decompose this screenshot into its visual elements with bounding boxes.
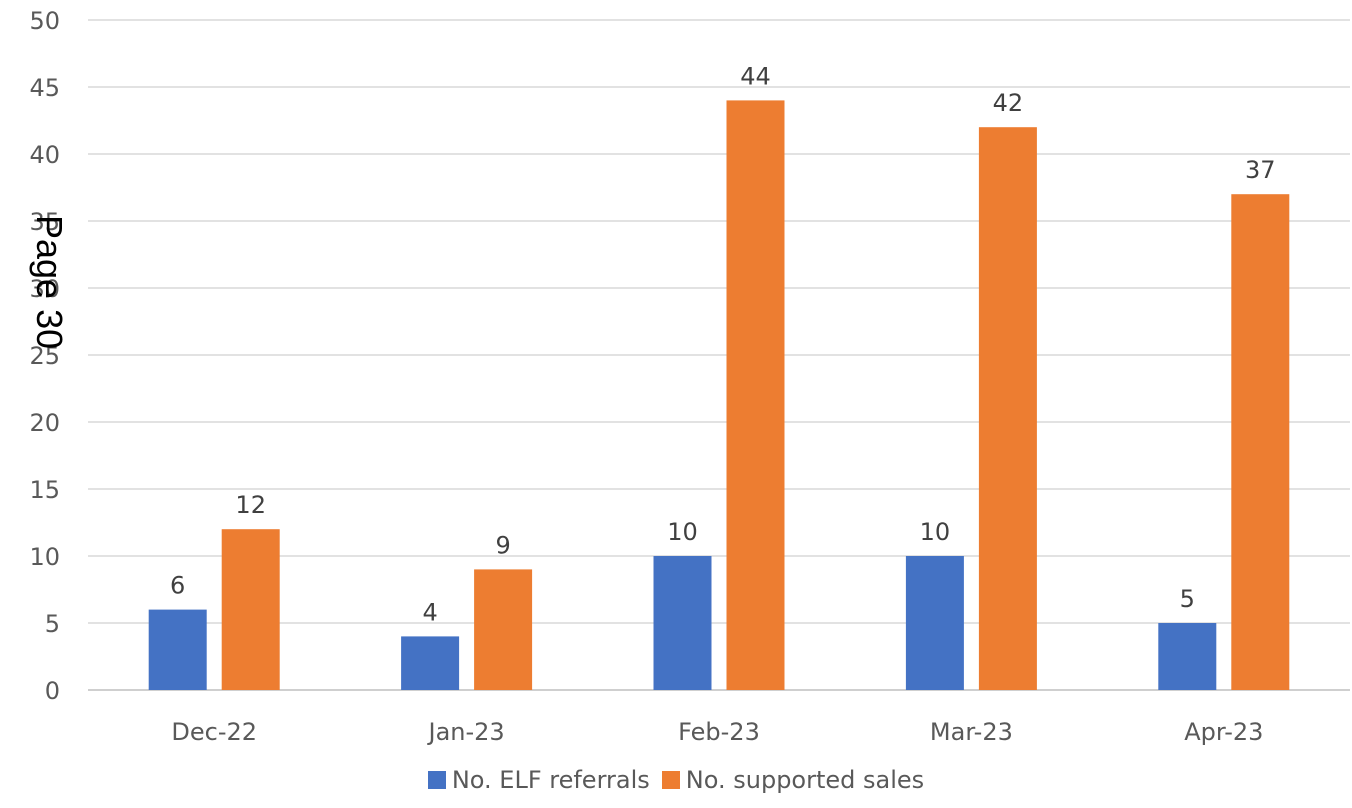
y-tick-label: 15	[29, 476, 60, 504]
bar-supported-sales	[726, 100, 785, 690]
y-tick-label: 40	[29, 141, 60, 169]
y-tick-label: 25	[29, 342, 60, 370]
data-label: 9	[495, 531, 510, 559]
chart-legend: No. ELF referrals No. supported sales	[0, 766, 1352, 794]
legend-label-elf-referrals: No. ELF referrals	[451, 766, 650, 794]
y-tick-label: 50	[29, 7, 60, 35]
bar-elf-referrals	[905, 556, 964, 690]
bar-supported-sales	[1231, 194, 1290, 690]
legend-item-supported-sales: No. supported sales	[661, 766, 925, 794]
bar-supported-sales	[978, 127, 1037, 690]
data-label: 12	[235, 491, 266, 519]
data-label: 44	[740, 62, 771, 90]
bar-elf-referrals	[1158, 623, 1217, 690]
y-tick-label: 35	[29, 208, 60, 236]
bar-elf-referrals	[401, 636, 460, 690]
data-label: 4	[422, 598, 437, 626]
bar-supported-sales	[474, 569, 533, 690]
x-tick-label: Dec-22	[171, 718, 257, 746]
x-tick-label: Apr-23	[1184, 718, 1263, 746]
legend-label-supported-sales: No. supported sales	[685, 766, 925, 794]
data-label: 10	[667, 518, 698, 546]
page-number-label: Page 30	[29, 215, 70, 350]
y-tick-label: 10	[29, 543, 60, 571]
legend-swatch-elf-referrals	[427, 771, 446, 789]
x-tick-label: Jan-23	[426, 718, 504, 746]
data-label: 42	[993, 89, 1024, 117]
legend-item-elf-referrals: No. ELF referrals	[427, 766, 650, 794]
y-tick-label: 30	[29, 275, 60, 303]
data-label: 37	[1245, 156, 1276, 184]
x-tick-label: Mar-23	[930, 718, 1013, 746]
bar-elf-referrals	[148, 609, 207, 690]
y-tick-label: 45	[29, 74, 60, 102]
data-label: 10	[920, 518, 951, 546]
x-tick-label: Feb-23	[678, 718, 760, 746]
data-label: 6	[170, 572, 185, 600]
bar-elf-referrals	[653, 556, 712, 690]
data-label: 5	[1180, 585, 1195, 613]
y-tick-label: 0	[45, 677, 60, 705]
legend-swatch-supported-sales	[661, 771, 680, 789]
bar-supported-sales	[221, 529, 280, 690]
y-tick-label: 5	[45, 610, 60, 638]
y-tick-label: 20	[29, 409, 60, 437]
